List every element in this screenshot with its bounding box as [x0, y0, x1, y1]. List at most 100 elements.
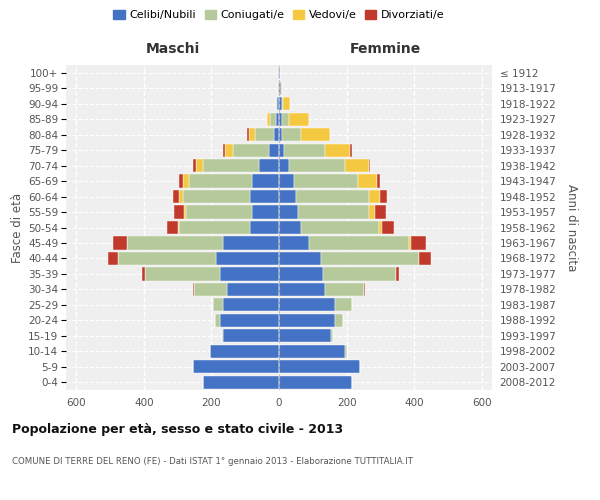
- Bar: [252, 174, 279, 188]
- Bar: [223, 330, 279, 342]
- Bar: [279, 159, 289, 172]
- Bar: [190, 174, 252, 188]
- Bar: [118, 252, 217, 265]
- Bar: [193, 159, 196, 172]
- Bar: [279, 128, 283, 141]
- Bar: [289, 112, 310, 126]
- Bar: [250, 190, 279, 203]
- Bar: [275, 97, 277, 110]
- Bar: [279, 174, 294, 188]
- Bar: [364, 283, 365, 296]
- Bar: [182, 174, 190, 188]
- Bar: [321, 252, 419, 265]
- Bar: [203, 159, 259, 172]
- Bar: [167, 221, 178, 234]
- Bar: [215, 314, 220, 327]
- Bar: [274, 128, 279, 141]
- Bar: [298, 206, 368, 218]
- Bar: [277, 97, 279, 110]
- Bar: [279, 268, 323, 280]
- Bar: [279, 221, 301, 234]
- Bar: [220, 314, 279, 327]
- Bar: [259, 159, 279, 172]
- Bar: [310, 236, 409, 250]
- Bar: [179, 190, 182, 203]
- Legend: Celibi/Nubili, Coniugati/e, Vedovi/e, Divorziati/e: Celibi/Nubili, Coniugati/e, Vedovi/e, Di…: [109, 6, 449, 25]
- Bar: [223, 298, 279, 312]
- Bar: [194, 283, 227, 296]
- Bar: [196, 159, 203, 172]
- Bar: [193, 283, 194, 296]
- Bar: [278, 66, 279, 80]
- Bar: [376, 206, 386, 218]
- Bar: [113, 236, 127, 250]
- Bar: [179, 221, 250, 234]
- Bar: [221, 330, 223, 342]
- Text: COMUNE DI TERRE DEL RENO (FE) - Dati ISTAT 1° gennaio 2013 - Elaborazione TUTTIT: COMUNE DI TERRE DEL RENO (FE) - Dati IST…: [12, 458, 413, 466]
- Bar: [203, 376, 279, 389]
- Bar: [279, 314, 335, 327]
- Bar: [279, 344, 345, 358]
- Bar: [179, 174, 182, 188]
- Bar: [283, 112, 289, 126]
- Bar: [368, 159, 370, 172]
- Bar: [325, 283, 364, 296]
- Bar: [173, 190, 179, 203]
- Bar: [331, 330, 333, 342]
- Bar: [279, 298, 335, 312]
- Bar: [182, 190, 250, 203]
- Bar: [247, 128, 248, 141]
- Bar: [419, 252, 431, 265]
- Bar: [368, 190, 380, 203]
- Bar: [278, 82, 279, 95]
- Bar: [227, 283, 279, 296]
- Bar: [284, 144, 325, 156]
- Bar: [380, 190, 387, 203]
- Bar: [279, 66, 280, 80]
- Bar: [282, 97, 283, 110]
- Bar: [368, 206, 376, 218]
- Bar: [209, 344, 279, 358]
- Bar: [296, 190, 368, 203]
- Bar: [233, 144, 269, 156]
- Bar: [142, 268, 145, 280]
- Bar: [294, 174, 358, 188]
- Bar: [256, 128, 274, 141]
- Bar: [213, 298, 223, 312]
- Bar: [335, 298, 352, 312]
- Bar: [345, 159, 368, 172]
- Bar: [252, 206, 279, 218]
- Bar: [279, 283, 325, 296]
- Bar: [225, 144, 233, 156]
- Bar: [127, 236, 223, 250]
- Bar: [382, 221, 394, 234]
- Bar: [186, 206, 252, 218]
- Bar: [301, 128, 330, 141]
- Bar: [279, 112, 283, 126]
- Text: Femmine: Femmine: [350, 42, 421, 56]
- Bar: [193, 360, 279, 374]
- Bar: [145, 268, 220, 280]
- Bar: [345, 344, 347, 358]
- Bar: [283, 128, 301, 141]
- Bar: [279, 376, 352, 389]
- Bar: [178, 221, 179, 234]
- Bar: [279, 206, 298, 218]
- Bar: [217, 252, 279, 265]
- Bar: [325, 144, 350, 156]
- Bar: [301, 221, 379, 234]
- Bar: [269, 112, 276, 126]
- Bar: [279, 144, 284, 156]
- Bar: [279, 330, 331, 342]
- Bar: [395, 268, 399, 280]
- Bar: [289, 159, 345, 172]
- Y-axis label: Anni di nascita: Anni di nascita: [565, 184, 578, 271]
- Text: Popolazione per età, sesso e stato civile - 2013: Popolazione per età, sesso e stato civil…: [12, 422, 343, 436]
- Bar: [174, 206, 184, 218]
- Bar: [108, 252, 118, 265]
- Bar: [220, 268, 279, 280]
- Bar: [379, 221, 382, 234]
- Bar: [409, 236, 411, 250]
- Bar: [411, 236, 426, 250]
- Bar: [279, 82, 281, 95]
